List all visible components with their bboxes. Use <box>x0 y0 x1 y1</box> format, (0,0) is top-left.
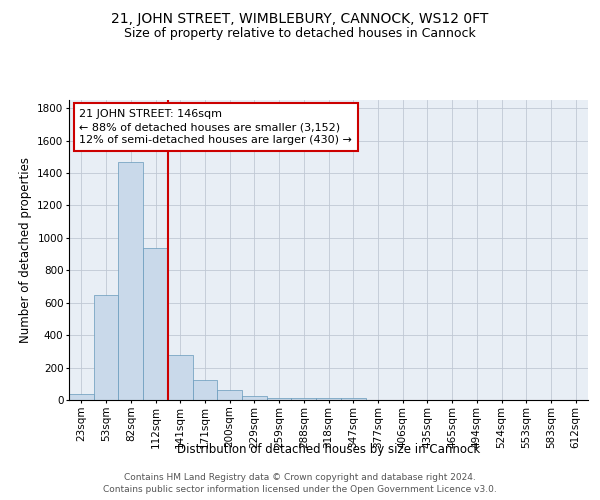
Bar <box>143 248 168 400</box>
Bar <box>193 380 217 400</box>
Bar <box>341 398 365 400</box>
Bar <box>267 398 292 400</box>
Bar <box>316 398 341 400</box>
Text: 21 JOHN STREET: 146sqm
← 88% of detached houses are smaller (3,152)
12% of semi-: 21 JOHN STREET: 146sqm ← 88% of detached… <box>79 109 352 146</box>
Bar <box>69 394 94 400</box>
Bar <box>94 296 118 400</box>
Bar <box>242 396 267 400</box>
Bar <box>292 398 316 400</box>
Bar <box>168 354 193 400</box>
Text: Contains HM Land Registry data © Crown copyright and database right 2024.
Contai: Contains HM Land Registry data © Crown c… <box>103 472 497 494</box>
Text: Distribution of detached houses by size in Cannock: Distribution of detached houses by size … <box>177 442 481 456</box>
Bar <box>118 162 143 400</box>
Bar <box>217 390 242 400</box>
Text: Size of property relative to detached houses in Cannock: Size of property relative to detached ho… <box>124 28 476 40</box>
Text: 21, JOHN STREET, WIMBLEBURY, CANNOCK, WS12 0FT: 21, JOHN STREET, WIMBLEBURY, CANNOCK, WS… <box>112 12 488 26</box>
Y-axis label: Number of detached properties: Number of detached properties <box>19 157 32 343</box>
